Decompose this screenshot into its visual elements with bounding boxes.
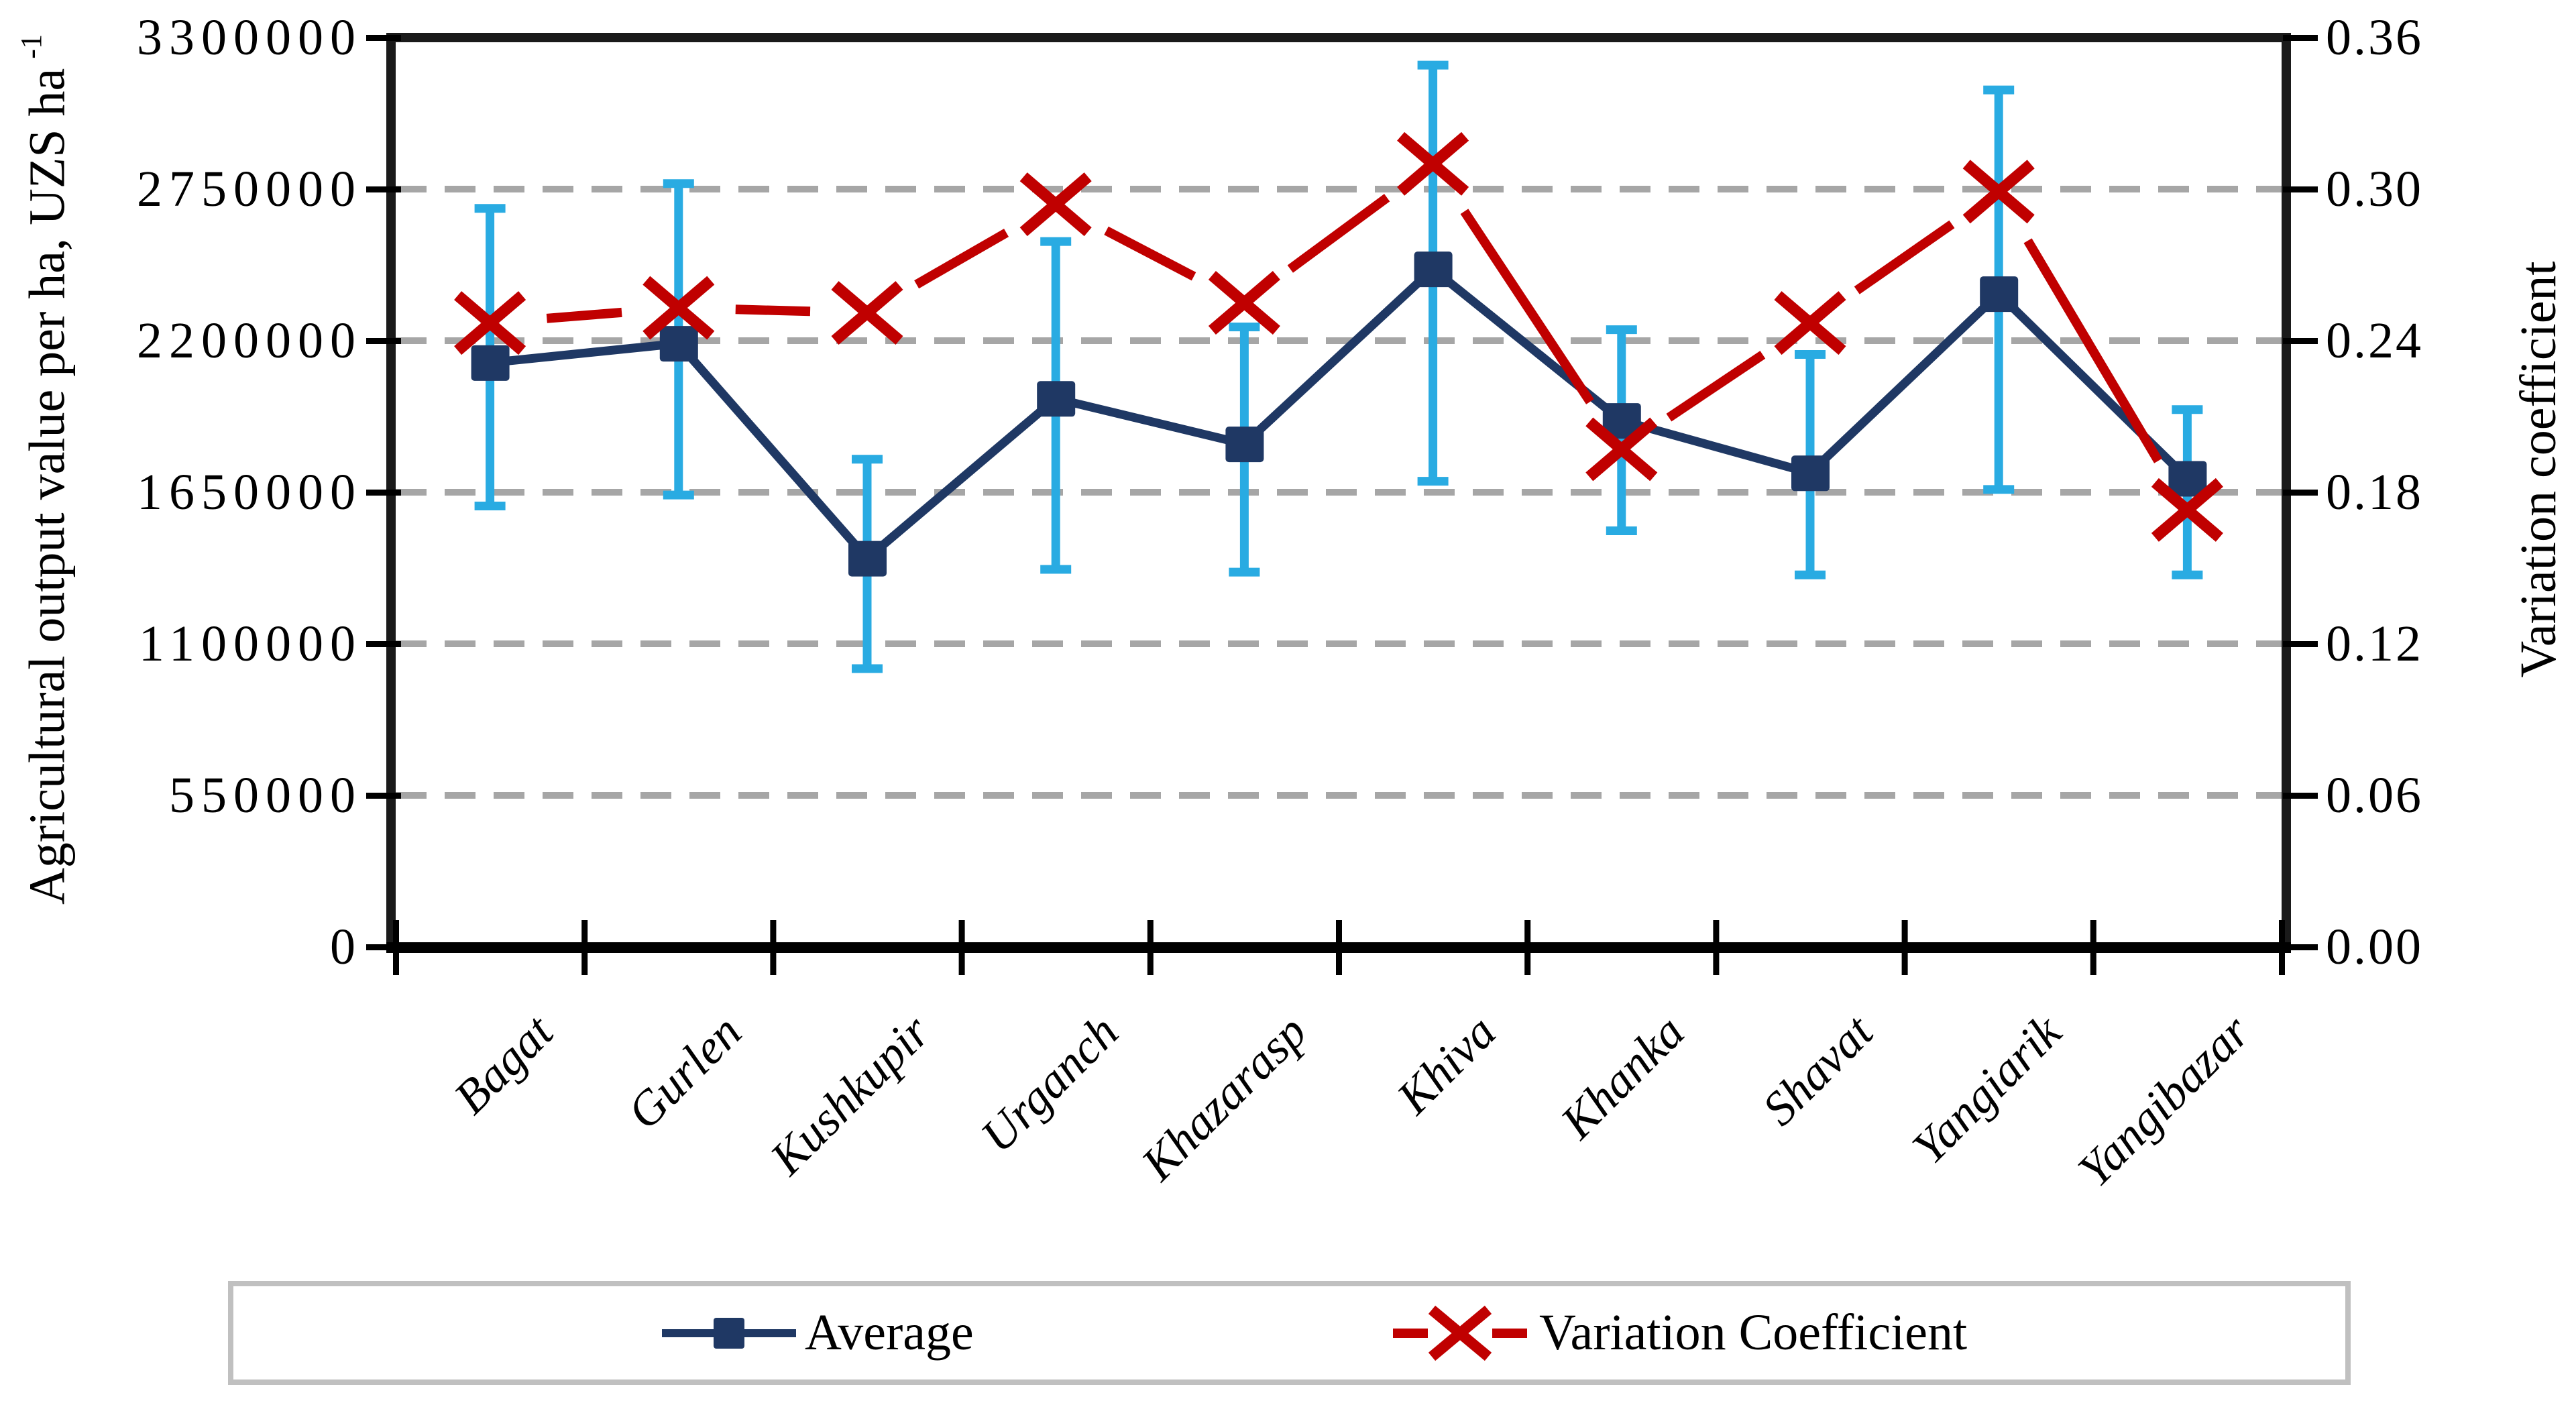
legend-label-variation-coefficient: Variation Coefficient bbox=[1539, 1304, 1968, 1361]
legend-marker-variation-coefficient bbox=[1393, 1305, 1527, 1361]
y-axis-right-tick-label: 0.06 bbox=[2326, 767, 2423, 824]
y-axis-right-tick-label: 0.36 bbox=[2326, 9, 2423, 66]
legend: Average Variation Coefficient bbox=[228, 1281, 2351, 1385]
y-axis-right-tick-label: 0.12 bbox=[2326, 616, 2423, 672]
left-axis-title-text: Agricultural output value per ha, UZS ha bbox=[19, 68, 76, 905]
left-axis-title-superscript: -1 bbox=[15, 34, 48, 59]
y-axis-left-tick-label: 3300000 bbox=[137, 9, 362, 66]
y-axis-left-tick-label: 550000 bbox=[169, 767, 362, 824]
y-axis-left-tick-label: 2750000 bbox=[137, 161, 362, 217]
legend-marker-average bbox=[662, 1318, 796, 1349]
y-axis-left-tick-label: 2200000 bbox=[137, 313, 362, 369]
y-axis-right-tick-label: 0.18 bbox=[2326, 464, 2423, 520]
legend-label-average: Average bbox=[805, 1304, 974, 1361]
left-axis-title: Agricultural output value per ha, UZS ha… bbox=[6, 0, 75, 939]
y-axis-right-tick-label: 0.00 bbox=[2326, 919, 2423, 975]
y-axis-left-tick-label: 1100000 bbox=[138, 616, 362, 672]
y-axis-left-tick-label: 1650000 bbox=[137, 464, 362, 520]
y-axis-right-tick-label: 0.24 bbox=[2326, 313, 2423, 369]
right-axis-title: Variation coefficient bbox=[2510, 261, 2567, 678]
y-axis-right-tick-label: 0.30 bbox=[2326, 161, 2423, 217]
y-axis-left-tick-label: 0 bbox=[330, 919, 362, 975]
